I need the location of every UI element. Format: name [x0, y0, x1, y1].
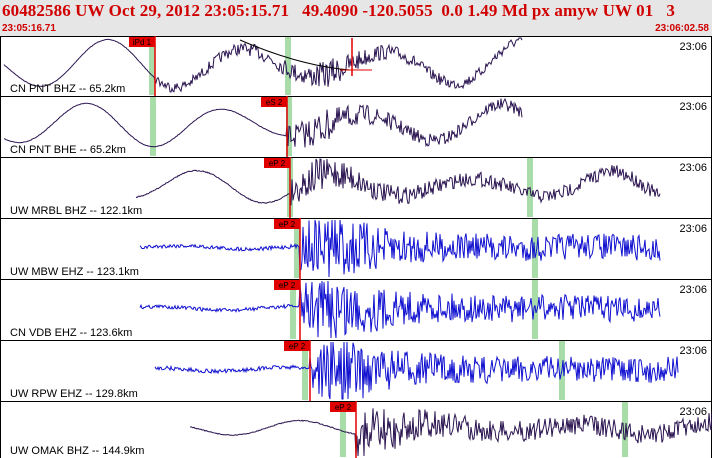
channel-panel: eP 2 23:06 UW OMAK BHZ -- 144.9km [0, 401, 712, 458]
station-label: UW MBW EHZ -- 123.1km [10, 266, 139, 278]
time-tick-label: 23:06 [679, 101, 707, 113]
window-marker [532, 219, 538, 278]
window-marker [285, 37, 291, 95]
window-marker [290, 280, 296, 339]
window-marker [302, 341, 308, 400]
phase-pick-label: eP 2 [279, 220, 296, 229]
window-start-time: 23:05:16.71 [2, 23, 56, 34]
phase-pick-flag [264, 158, 290, 168]
coda-fit-curve [239, 39, 351, 71]
waveform-trace [139, 219, 661, 278]
phase-pick-flag [274, 219, 300, 229]
event-header: 60482586 UW Oct 29, 2012 23:05:15.71 49.… [0, 0, 712, 36]
waveform-trace [3, 97, 523, 148]
station-label: CN VDB EHZ -- 123.6km [10, 327, 132, 339]
waveform-trace [135, 158, 661, 206]
time-tick-label: 23:06 [679, 284, 707, 296]
channel-panel: eP 2 23:06 CN VDB EHZ -- 123.6km [0, 279, 712, 341]
phase-pick-flag [284, 341, 310, 351]
channel-panel: iPd 1 23:06 CN PNT BHZ -- 65.2km [0, 36, 712, 97]
window-marker [622, 402, 628, 457]
phase-pick-label: eP 2 [289, 342, 306, 351]
station-label: CN PNT BHE -- 65.2km [10, 144, 126, 156]
window-marker [340, 402, 346, 457]
phase-pick-flag [129, 37, 155, 47]
window-marker [149, 37, 155, 95]
phase-pick-label: iPd 1 [133, 38, 152, 47]
waveform-trace [139, 280, 661, 339]
time-tick-label: 23:06 [679, 345, 707, 357]
channel-panel: eP 2 23:06 UW MRBL BHZ -- 122.1km [0, 157, 712, 219]
time-tick-label: 23:06 [679, 223, 707, 235]
seismogram-panels[interactable]: iPd 1 23:06 CN PNT BHZ -- 65.2km eS 2 23:06 C… [0, 36, 712, 458]
phase-pick-label: eP 2 [279, 281, 296, 290]
time-tick-label: 23:06 [679, 41, 707, 53]
waveform-trace [3, 37, 523, 93]
phase-pick-flag [274, 280, 300, 290]
channel-panel: eP 2 23:06 UW RPW EHZ -- 129.8km [0, 340, 712, 402]
window-marker [532, 280, 538, 339]
phase-pick-label: eP 2 [335, 403, 352, 412]
channel-panel: eP 2 23:06 UW MBW EHZ -- 123.1km [0, 218, 712, 280]
station-label: UW RPW EHZ -- 129.8km [10, 388, 138, 400]
phase-pick-label: eP 2 [269, 159, 286, 168]
phase-pick-flag [261, 97, 287, 107]
channel-panel: eS 2 23:06 CN PNT BHE -- 65.2km [0, 96, 712, 158]
station-label: UW MRBL BHZ -- 122.1km [10, 205, 142, 217]
event-title: 60482586 UW Oct 29, 2012 23:05:15.71 49.… [2, 1, 675, 20]
window-marker [294, 219, 300, 278]
phase-pick-label: eS 2 [266, 98, 283, 107]
station-label: UW OMAK BHZ -- 144.9km [10, 445, 144, 457]
time-tick-label: 23:06 [679, 162, 707, 174]
waveform-trace [154, 341, 679, 400]
station-label: CN PNT BHZ -- 65.2km [10, 83, 125, 95]
waveform-trace [189, 408, 712, 457]
window-end-time: 23:06:02.58 [655, 23, 709, 34]
time-tick-label: 23:06 [679, 406, 707, 418]
phase-pick-flag [330, 402, 356, 412]
window-marker [150, 97, 156, 156]
